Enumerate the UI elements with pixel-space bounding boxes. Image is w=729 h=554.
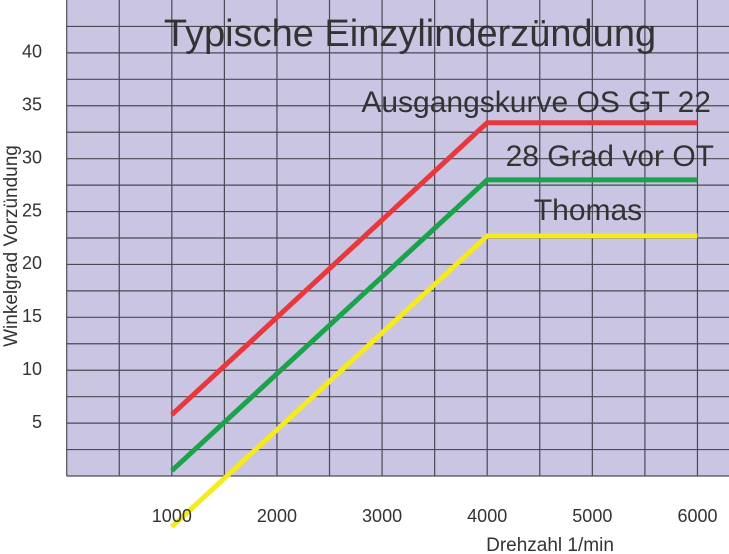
x-tick-label: 1000 — [152, 506, 192, 526]
data-line — [170, 233, 698, 529]
series-label: 28 Grad vor OT — [506, 140, 714, 173]
chart-title: Typische Einzylinderzündung — [164, 13, 656, 55]
y-tick-label: 35 — [22, 95, 42, 115]
y-axis-label: Winkelgrad Vorzündung — [1, 145, 22, 347]
series-label: Thomas — [534, 194, 642, 227]
data-line — [170, 177, 698, 473]
y-tick-label: 15 — [22, 306, 42, 326]
y-tick-label: 30 — [22, 147, 42, 167]
x-tick-label: 6000 — [677, 506, 717, 526]
series-label: Ausgangskurve OS GT 22 — [361, 86, 711, 119]
x-axis-label: Drehzahl 1/min — [486, 535, 614, 554]
y-tick-label: 25 — [22, 200, 42, 220]
y-tick-label: 5 — [32, 412, 42, 432]
y-tick-label: 40 — [22, 42, 42, 62]
data-line — [170, 120, 698, 417]
x-tick-label: 2000 — [257, 506, 297, 526]
x-tick-label: 5000 — [572, 506, 612, 526]
x-tick-label: 4000 — [467, 506, 507, 526]
y-tick-label: 20 — [22, 253, 42, 273]
y-tick-label: 10 — [22, 359, 42, 379]
x-tick-label: 3000 — [362, 506, 402, 526]
